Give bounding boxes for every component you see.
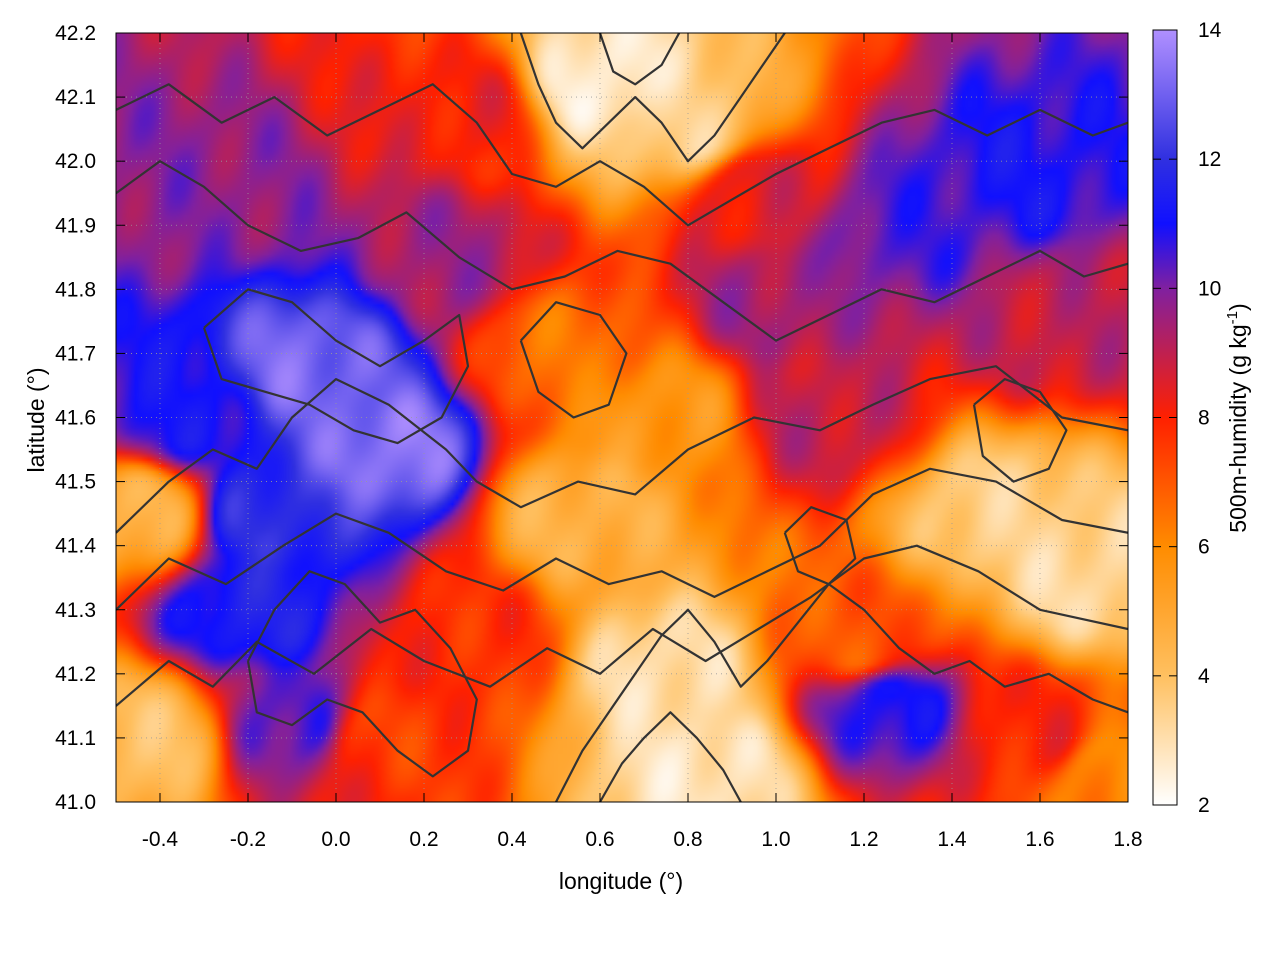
x-tick-label: 1.2: [849, 828, 878, 851]
y-tick-label: 41.7: [55, 342, 96, 365]
y-tick-label: 42.2: [55, 22, 96, 45]
y-tick-label: 41.5: [55, 471, 96, 494]
colorbar-ticks: 2 4 6 8 10 12 14: [1153, 19, 1222, 817]
x-tick-label: 0.8: [673, 828, 702, 851]
y-tick-label: 42.0: [55, 150, 96, 173]
y-axis-title: latitude (°): [23, 367, 49, 472]
y-tick-label: 41.0: [55, 791, 96, 814]
contour-line: [519, 33, 786, 163]
y-tick-label: 41.3: [55, 599, 96, 622]
contour-line: [598, 33, 681, 86]
colorbar-title-superscript: -1: [1224, 311, 1241, 324]
x-tick-label: 0.6: [585, 828, 614, 851]
contour-line: [116, 365, 1128, 534]
x-tick-label: 1.4: [937, 828, 967, 851]
colorbar-tick-label: 6: [1198, 536, 1210, 559]
contour-lines: [116, 33, 1128, 802]
colorbar-title: 500m-humidity (g kg-1): [1224, 303, 1251, 532]
contour-line: [116, 83, 1128, 227]
colorbar-title-main: 500m-humidity (g kg: [1225, 324, 1251, 532]
x-tick-label: 1.0: [761, 828, 790, 851]
contour-line: [116, 160, 1128, 342]
x-tick-label: -0.4: [142, 828, 179, 851]
colorbar-tick-label: 4: [1198, 665, 1210, 688]
contour-line: [116, 467, 1128, 611]
y-axis-ticks: 41.0 41.1 41.2 41.3 41.4 41.5 41.6 41.7 41.8 41.9…: [55, 22, 1128, 814]
x-tick-label: 1.6: [1025, 828, 1054, 851]
x-tick-label: 1.8: [1113, 828, 1142, 851]
colorbar: 2 4 6 8 10 12 14 500m-humidity (g kg-1): [1152, 19, 1251, 817]
y-tick-label: 42.1: [55, 86, 96, 109]
contour-line: [555, 583, 1128, 802]
contour-line: [246, 570, 478, 778]
y-tick-label: 41.2: [55, 663, 96, 686]
colorbar-tick-label: 2: [1198, 794, 1210, 817]
colorbar-tick-label: 8: [1198, 407, 1210, 430]
contour-line: [519, 301, 628, 419]
x-tick-label: 0.4: [497, 828, 527, 851]
colorbar-tick-label: 10: [1198, 277, 1221, 300]
y-tick-label: 41.6: [55, 407, 96, 430]
contour-line: [972, 378, 1068, 483]
x-tick-label: -0.2: [230, 828, 266, 851]
colorbar-tick-label: 14: [1198, 19, 1222, 42]
x-axis-title: longitude (°): [559, 868, 683, 894]
y-tick-label: 41.9: [55, 214, 96, 237]
contour-line: [783, 506, 857, 586]
contour-line: [202, 288, 470, 445]
y-tick-label: 41.8: [55, 278, 96, 301]
y-tick-label: 41.1: [55, 727, 96, 750]
colorbar-tick-label: 12: [1198, 148, 1221, 171]
x-axis-ticks: -0.4 -0.2 0.0 0.2 0.4 0.6 0.8 1.0 1.2 1.4 1.6 1.8: [142, 33, 1143, 851]
colorbar-title-end: ): [1225, 303, 1251, 311]
y-tick-label: 41.4: [55, 535, 96, 558]
x-tick-label: 0.0: [321, 828, 350, 851]
x-tick-label: 0.2: [409, 828, 438, 851]
contour-line: [599, 711, 742, 802]
